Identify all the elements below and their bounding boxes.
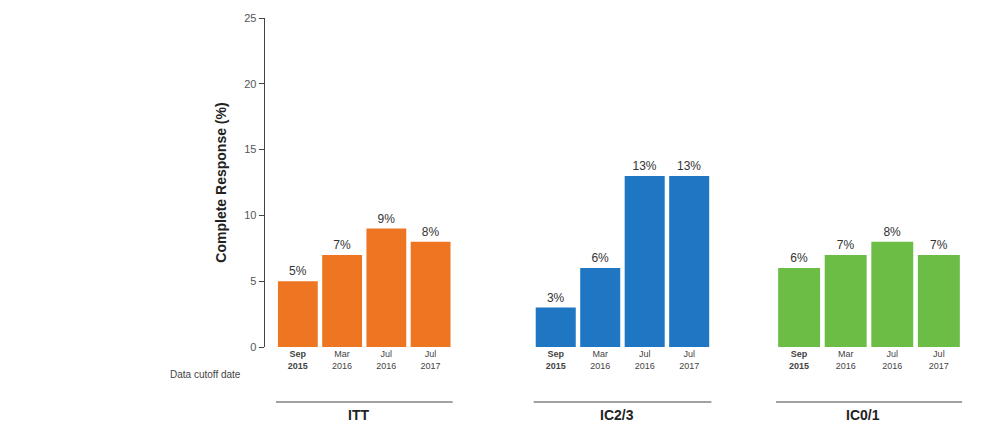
svg-text:IC0/1: IC0/1: [846, 407, 880, 422]
svg-text:13%: 13%: [677, 159, 701, 173]
svg-text:5%: 5%: [289, 264, 307, 278]
svg-text:6%: 6%: [591, 251, 609, 265]
svg-text:8%: 8%: [883, 225, 901, 239]
svg-text:Sep2015: Sep2015: [546, 349, 566, 371]
svg-text:5: 5: [250, 275, 256, 287]
svg-text:20: 20: [244, 78, 256, 90]
svg-text:7%: 7%: [837, 238, 855, 252]
svg-text:Jul2016: Jul2016: [635, 349, 655, 371]
svg-text:3%: 3%: [547, 291, 565, 305]
svg-text:6%: 6%: [790, 251, 808, 265]
svg-text:Jul2016: Jul2016: [882, 349, 902, 371]
svg-text:Mar2016: Mar2016: [332, 349, 352, 371]
svg-text:8%: 8%: [422, 225, 440, 239]
svg-text:15: 15: [244, 143, 256, 155]
svg-text:Jul2017: Jul2017: [929, 349, 949, 371]
svg-text:IC2/3: IC2/3: [600, 407, 634, 422]
svg-text:Mar2016: Mar2016: [836, 349, 856, 371]
svg-text:7%: 7%: [333, 238, 351, 252]
svg-text:Sep2015: Sep2015: [288, 349, 308, 371]
svg-text:Data cutoff date: Data cutoff date: [170, 369, 241, 380]
svg-text:Complete Response (%): Complete Response (%): [213, 102, 229, 262]
svg-text:Mar2016: Mar2016: [590, 349, 610, 371]
svg-text:10: 10: [244, 209, 256, 221]
svg-text:Jul2016: Jul2016: [376, 349, 396, 371]
svg-text:7%: 7%: [930, 238, 948, 252]
svg-text:Jul2017: Jul2017: [679, 349, 699, 371]
svg-text:0: 0: [250, 341, 256, 353]
svg-text:25: 25: [244, 12, 256, 24]
svg-text:Sep2015: Sep2015: [789, 349, 809, 371]
svg-text:9%: 9%: [378, 212, 396, 226]
svg-text:13%: 13%: [633, 159, 657, 173]
svg-text:ITT: ITT: [348, 407, 369, 422]
svg-text:Jul2017: Jul2017: [421, 349, 441, 371]
